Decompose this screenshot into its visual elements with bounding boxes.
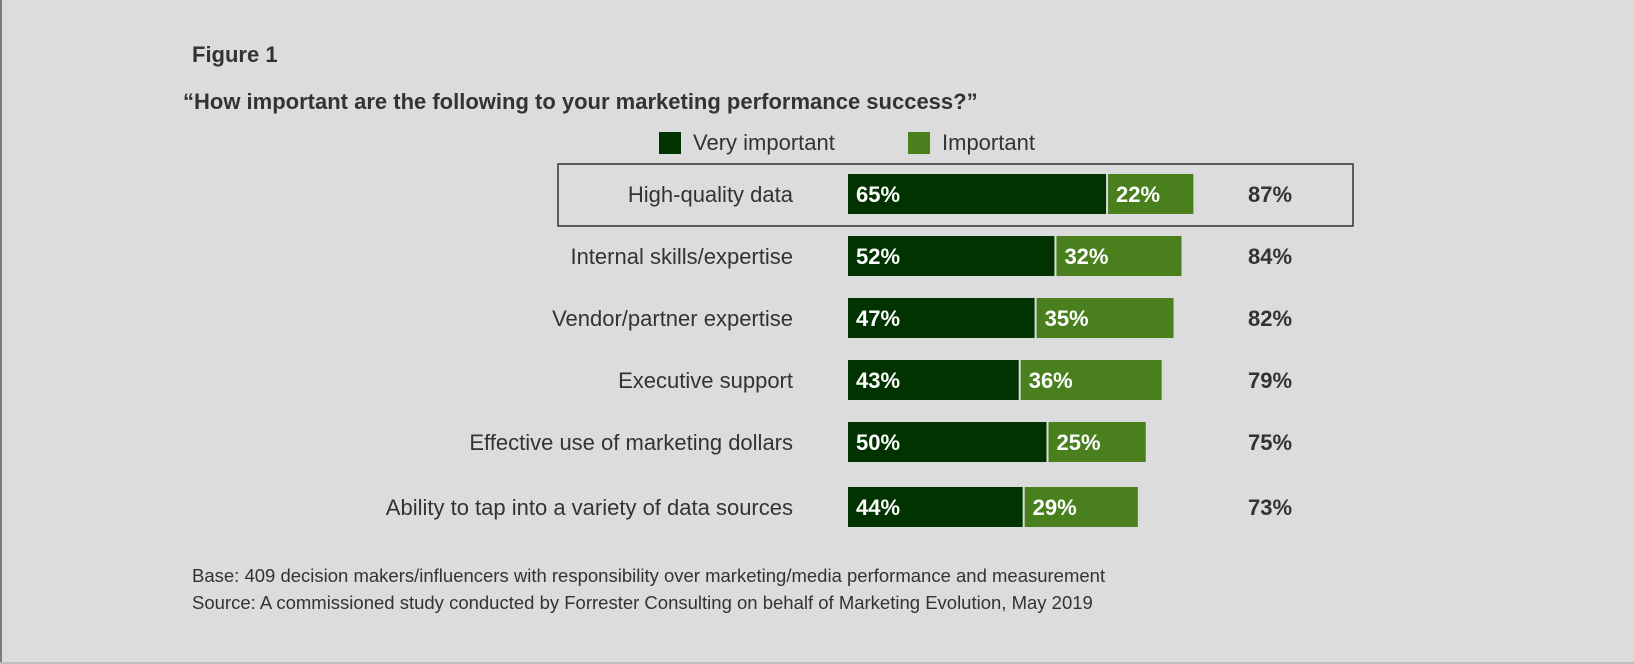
bar-very-important bbox=[848, 298, 1035, 338]
category-label: High-quality data bbox=[628, 182, 794, 207]
bar-important bbox=[1056, 236, 1182, 276]
total-label: 82% bbox=[1248, 306, 1292, 331]
total-label: 84% bbox=[1248, 244, 1292, 269]
legend-item-very-important: Very important bbox=[659, 130, 835, 156]
value-label-important: 25% bbox=[1057, 430, 1101, 455]
value-label-very-important: 47% bbox=[856, 306, 900, 331]
window-bottom-edge bbox=[0, 662, 1634, 664]
legend-swatch-very-important bbox=[659, 132, 681, 154]
figure-label: Figure 1 bbox=[192, 42, 278, 67]
legend-item-important: Important bbox=[908, 130, 1035, 156]
bar-very-important bbox=[848, 174, 1107, 214]
value-label-important: 32% bbox=[1064, 244, 1108, 269]
window-left-edge bbox=[0, 0, 2, 664]
category-label: Executive support bbox=[618, 368, 793, 393]
total-label: 87% bbox=[1248, 182, 1292, 207]
value-label-important: 29% bbox=[1033, 495, 1077, 520]
bar-very-important bbox=[848, 236, 1055, 276]
bar-important bbox=[1024, 487, 1138, 527]
chart-title: “How important are the following to your… bbox=[183, 89, 978, 114]
bar-very-important bbox=[848, 422, 1047, 462]
total-label: 75% bbox=[1248, 430, 1292, 455]
category-label: Vendor/partner expertise bbox=[552, 306, 793, 331]
category-label: Effective use of marketing dollars bbox=[469, 430, 793, 455]
value-label-very-important: 52% bbox=[856, 244, 900, 269]
highlight-box bbox=[557, 163, 1354, 227]
value-label-important: 35% bbox=[1045, 306, 1089, 331]
footnote-source: Source: A commissioned study conducted b… bbox=[192, 592, 1093, 613]
category-label: Ability to tap into a variety of data so… bbox=[386, 495, 793, 520]
total-label: 79% bbox=[1248, 368, 1292, 393]
bar-very-important bbox=[848, 360, 1019, 400]
bar-important bbox=[1020, 360, 1162, 400]
bar-important bbox=[1048, 422, 1146, 462]
bar-important bbox=[1108, 174, 1194, 214]
footnote-base: Base: 409 decision makers/influencers wi… bbox=[192, 565, 1106, 586]
value-label-important: 36% bbox=[1029, 368, 1073, 393]
category-label: Internal skills/expertise bbox=[570, 244, 793, 269]
bar-very-important bbox=[848, 487, 1023, 527]
value-label-very-important: 50% bbox=[856, 430, 900, 455]
total-label: 73% bbox=[1248, 495, 1292, 520]
legend-label-very-important: Very important bbox=[693, 130, 835, 155]
bar-important bbox=[1036, 298, 1174, 338]
legend-label-important: Important bbox=[942, 130, 1035, 155]
value-label-very-important: 43% bbox=[856, 368, 900, 393]
value-label-important: 22% bbox=[1116, 182, 1160, 207]
value-label-very-important: 44% bbox=[856, 495, 900, 520]
legend-swatch-important bbox=[908, 132, 930, 154]
value-label-very-important: 65% bbox=[856, 182, 900, 207]
